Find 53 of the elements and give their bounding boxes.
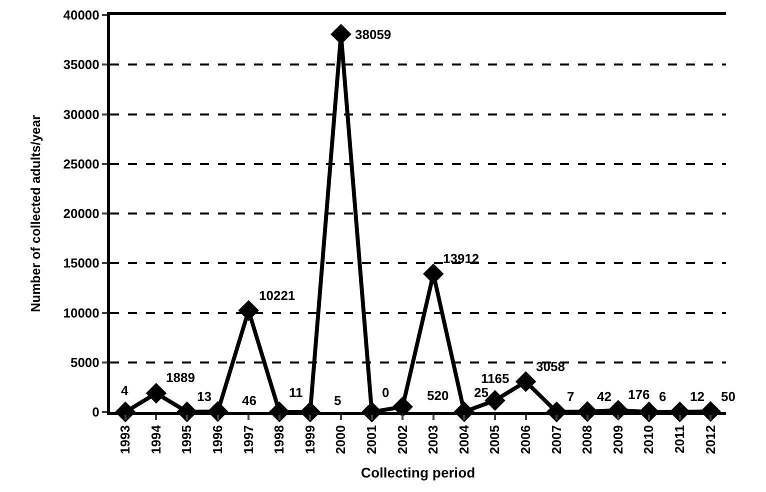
x-tick-label: 2002 — [394, 425, 410, 454]
x-tick-label: 1996 — [210, 425, 226, 454]
x-tick-label: 2000 — [333, 425, 348, 454]
x-tick-label: 1994 — [148, 424, 164, 454]
y-tick-label: 15000 — [63, 256, 100, 271]
x-tick-label: 2005 — [487, 425, 502, 454]
x-tick-label: 1997 — [240, 425, 256, 454]
x-tick-label: 1993 — [118, 425, 133, 454]
y-tick-label: 30000 — [63, 106, 100, 122]
point — [146, 382, 167, 404]
data-label: 42 — [597, 389, 612, 404]
data-label: 46 — [242, 393, 256, 408]
x-tick-label: 2001 — [364, 425, 380, 454]
data-label: 12 — [690, 389, 704, 404]
x-tick-label: 2009 — [610, 425, 626, 454]
data-label: 6 — [659, 389, 666, 404]
y-tick-label: 40000 — [63, 8, 100, 23]
y-tick-label: 25000 — [63, 156, 100, 172]
data-label: 4 — [121, 383, 129, 398]
x-axis-title: Collecting period — [360, 464, 476, 480]
point — [515, 371, 536, 392]
y-tick-label: 20000 — [63, 206, 100, 222]
x-tick-label: 2007 — [548, 425, 564, 454]
x-tick-label: 1998 — [272, 425, 287, 454]
y-tick-label: 35000 — [63, 57, 100, 72]
point — [238, 300, 259, 321]
data-label: 5 — [334, 393, 342, 408]
data-label: 520 — [427, 388, 449, 403]
x-tick-label: 2004 — [456, 424, 472, 454]
x-tick-label: 2010 — [641, 425, 656, 454]
y-tick-label: 10000 — [63, 305, 100, 320]
data-label: 1889 — [166, 370, 195, 385]
x-tick-label: 2012 — [702, 425, 718, 454]
x-tick-label: 1995 — [179, 425, 194, 454]
data-label: 10221 — [259, 288, 296, 303]
x-tick-label: 2006 — [518, 425, 534, 454]
data-label: 13 — [197, 389, 212, 404]
y-axis-title: Number of collected adults/year — [28, 114, 44, 312]
data-label: 25 — [474, 385, 488, 400]
x-tick-label: 2008 — [580, 425, 595, 454]
data-label: 1165 — [481, 371, 510, 386]
data-label: 0 — [382, 385, 390, 400]
y-tick-label: 0 — [92, 404, 100, 420]
data-label: 38059 — [355, 27, 392, 42]
data-label: 176 — [628, 387, 650, 402]
x-tick-label: 1999 — [302, 425, 318, 454]
data-label: 11 — [289, 385, 303, 400]
data-label: 50 — [721, 389, 736, 404]
x-tick-label: 2003 — [426, 425, 441, 454]
point — [423, 264, 444, 284]
y-tick-label: 5000 — [70, 354, 100, 370]
data-label: 7 — [567, 389, 574, 404]
x-tick-label: 2011 — [672, 425, 688, 454]
